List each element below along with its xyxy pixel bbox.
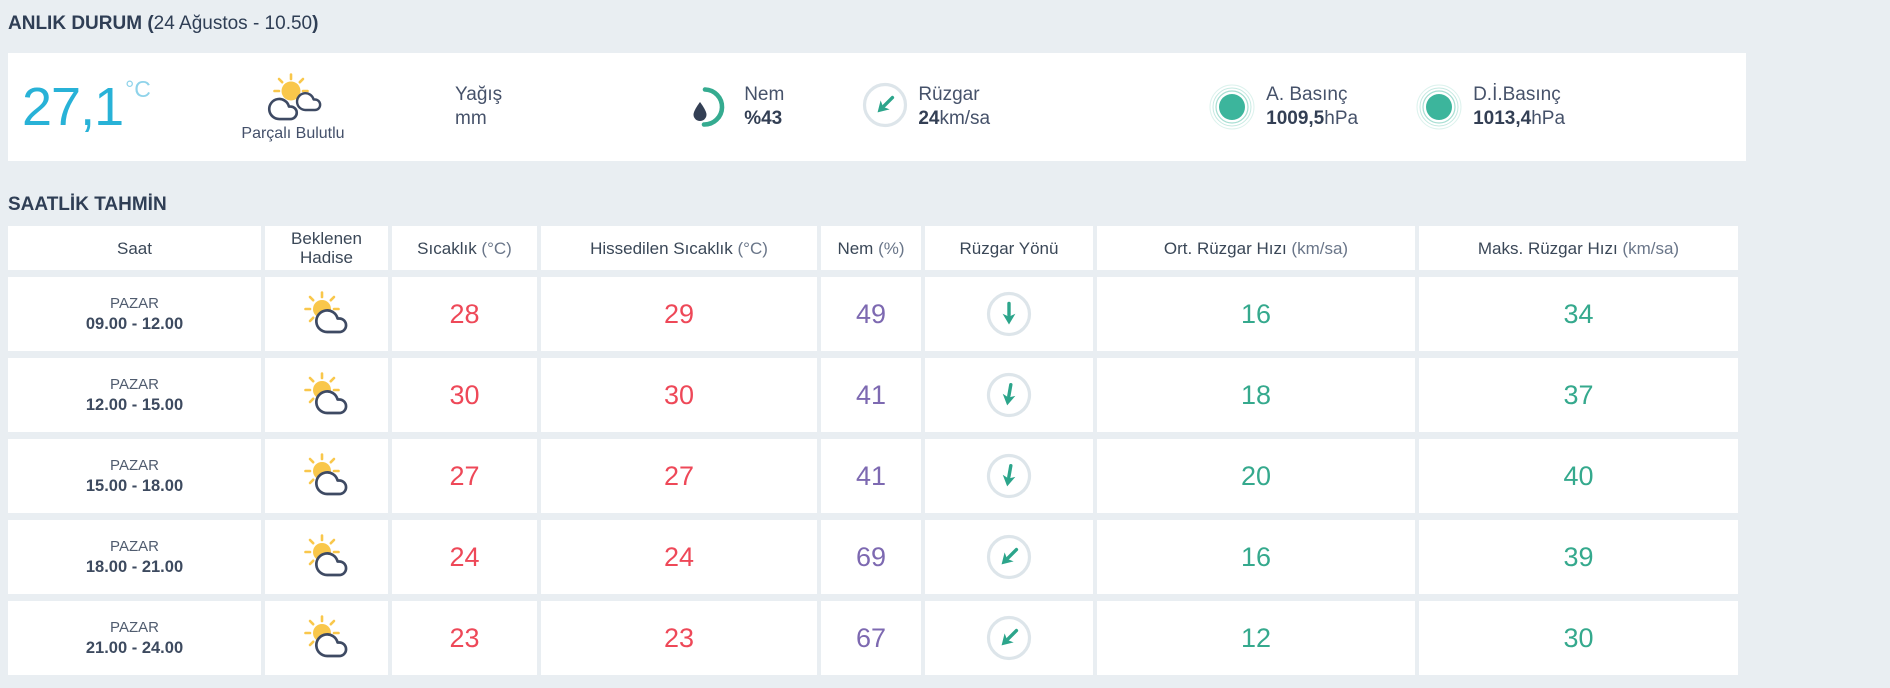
- column-header: Sıcaklık (°C): [392, 226, 537, 270]
- wind-direction-cell: [925, 277, 1093, 351]
- current-section-heading: ANLIK DURUM (24 Ağustos - 10.50): [8, 13, 319, 34]
- wind-direction-cell: [925, 439, 1093, 513]
- forecast-row: PAZAR 15.00 - 18.00 27 27 41 20 40: [8, 439, 1738, 513]
- current-heading-date: 24 Ağustos - 10.50: [153, 13, 313, 34]
- temperature-cell: 30: [392, 358, 537, 432]
- current-conditions-card: 27,1°C Parçalı Bulutlu Yağış mm: [8, 53, 1746, 161]
- humidity-cell: 69: [821, 520, 921, 594]
- time-slot-cell: PAZAR 18.00 - 21.00: [8, 520, 261, 594]
- precipitation-unit: mm: [455, 108, 487, 129]
- humidity-label: Nem: [744, 84, 785, 105]
- condition-cell: [265, 277, 388, 351]
- feels-like-cell: 24: [541, 520, 817, 594]
- wind-direction-arrow-icon: [863, 82, 908, 127]
- wind-direction-cell: [925, 358, 1093, 432]
- metric-wind: Rüzgar 24km/sa: [862, 82, 990, 133]
- column-header: Rüzgar Yönü: [925, 226, 1093, 270]
- pressure-actual-label: A. Basınç: [1266, 84, 1348, 105]
- feels-like-cell: 30: [541, 358, 817, 432]
- condition-cell: [265, 601, 388, 675]
- sun-cloud-icon: [303, 534, 347, 577]
- max-wind-speed-cell: 34: [1419, 277, 1738, 351]
- column-header: Saat: [8, 226, 261, 270]
- wind-direction-arrow-icon: [986, 534, 1032, 580]
- wind-direction-arrow-icon: [986, 291, 1032, 337]
- forecast-row: PAZAR 12.00 - 15.00 30 30 41 18 37: [8, 358, 1738, 432]
- humidity-cell: 41: [821, 439, 921, 513]
- sun-cloud-icon: [303, 615, 347, 658]
- temperature-cell: 27: [392, 439, 537, 513]
- pressure-rings-icon: [1416, 84, 1462, 130]
- current-temperature: 27,1°C: [22, 76, 214, 138]
- wind-direction-cell: [925, 520, 1093, 594]
- table-header-row: Saat Beklenen Hadise Sıcaklık (°C) Hissedil…: [8, 226, 1738, 270]
- avg-wind-speed-cell: 16: [1097, 520, 1415, 594]
- max-wind-speed-cell: 39: [1419, 520, 1738, 594]
- metric-pressure-actual: A. Basınç 1009,5hPa: [1208, 83, 1358, 131]
- current-condition: Parçalı Bulutlu: [214, 72, 372, 143]
- time-slot-cell: PAZAR 21.00 - 24.00: [8, 601, 261, 675]
- forecast-row: PAZAR 09.00 - 12.00 28 29 49 16 34: [8, 277, 1738, 351]
- wind-label: Rüzgar: [918, 84, 980, 105]
- wind-direction-icon: [862, 82, 908, 133]
- temperature-value: 27,1: [22, 77, 124, 137]
- column-header: Beklenen Hadise: [265, 226, 388, 270]
- column-header: Hissedilen Sıcaklık (°C): [541, 226, 817, 270]
- wind-direction-arrow-icon: [986, 453, 1032, 499]
- metric-pressure-sea-level: D.İ.Basınç 1013,4hPa: [1415, 83, 1565, 131]
- feels-like-cell: 23: [541, 601, 817, 675]
- forecast-section-heading: SAATLİK TAHMİN: [8, 194, 167, 215]
- time-slot-cell: PAZAR 12.00 - 15.00: [8, 358, 261, 432]
- max-wind-speed-cell: 37: [1419, 358, 1738, 432]
- avg-wind-speed-cell: 18: [1097, 358, 1415, 432]
- pressure-sea-level-label: D.İ.Basınç: [1473, 84, 1561, 105]
- temperature-cell: 23: [392, 601, 537, 675]
- metric-humidity: Nem %43: [690, 83, 784, 131]
- condition-label: Parçalı Bulutlu: [241, 124, 345, 142]
- temperature-cell: 28: [392, 277, 537, 351]
- sun-clouds-icon: [267, 72, 322, 120]
- sun-cloud-icon: [303, 372, 347, 415]
- condition-cell: [265, 520, 388, 594]
- max-wind-speed-cell: 40: [1419, 439, 1738, 513]
- avg-wind-speed-cell: 12: [1097, 601, 1415, 675]
- hourly-forecast-table: Saat Beklenen Hadise Sıcaklık (°C) Hissedil…: [4, 219, 1742, 682]
- precipitation-label: Yağış: [455, 84, 503, 105]
- feels-like-cell: 27: [541, 439, 817, 513]
- forecast-row: PAZAR 21.00 - 24.00 23 23 67 12 30: [8, 601, 1738, 675]
- current-heading-title: ANLIK DURUM (: [8, 13, 154, 34]
- time-slot-cell: PAZAR 09.00 - 12.00: [8, 277, 261, 351]
- wind-direction-arrow-icon: [986, 372, 1032, 418]
- humidity-cell: 49: [821, 277, 921, 351]
- column-header: Nem (%): [821, 226, 921, 270]
- temperature-unit: °C: [125, 76, 151, 102]
- wind-direction-cell: [925, 601, 1093, 675]
- metric-precipitation: Yağış mm: [445, 83, 502, 131]
- time-slot-cell: PAZAR 15.00 - 18.00: [8, 439, 261, 513]
- column-header: Ort. Rüzgar Hızı (km/sa): [1097, 226, 1415, 270]
- feels-like-cell: 29: [541, 277, 817, 351]
- sun-cloud-icon: [303, 291, 347, 334]
- column-header: Maks. Rüzgar Hızı (km/sa): [1419, 226, 1738, 270]
- condition-cell: [265, 439, 388, 513]
- max-wind-speed-cell: 30: [1419, 601, 1738, 675]
- humidity-cell: 67: [821, 601, 921, 675]
- pressure-rings-icon: [1209, 84, 1255, 130]
- wind-direction-arrow-icon: [986, 615, 1032, 661]
- sun-cloud-icon: [303, 453, 347, 496]
- avg-wind-speed-cell: 16: [1097, 277, 1415, 351]
- forecast-row: PAZAR 18.00 - 21.00 24 24 69 16 39: [8, 520, 1738, 594]
- temperature-cell: 24: [392, 520, 537, 594]
- condition-cell: [265, 358, 388, 432]
- humidity-gauge-icon: [693, 87, 725, 127]
- humidity-cell: 41: [821, 358, 921, 432]
- avg-wind-speed-cell: 20: [1097, 439, 1415, 513]
